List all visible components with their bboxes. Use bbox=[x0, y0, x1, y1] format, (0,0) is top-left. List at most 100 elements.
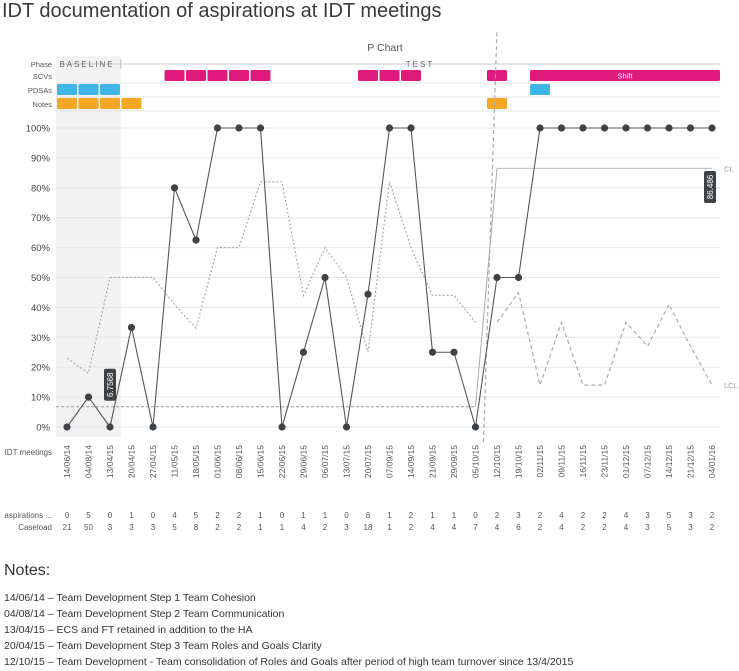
table-cell: 2 bbox=[581, 511, 586, 520]
x-tick-label: 07/09/15 bbox=[385, 445, 395, 478]
scv-marker bbox=[164, 70, 185, 81]
upper-control-limit bbox=[66, 181, 476, 375]
table-cell: 2 bbox=[710, 511, 715, 520]
table-cell: 21 bbox=[63, 523, 72, 532]
y-tick-label: 40% bbox=[31, 303, 51, 314]
table-cell: 4 bbox=[452, 523, 457, 532]
x-tick-label: 20/07/15 bbox=[363, 445, 373, 478]
table-cell: 1 bbox=[430, 511, 435, 520]
table-cell: 3 bbox=[151, 523, 156, 532]
cl-label: CL bbox=[724, 164, 734, 173]
x-tick-label: 08/06/15 bbox=[234, 445, 244, 478]
cl-value-baseline-box bbox=[104, 368, 116, 401]
chart-title: P Chart bbox=[367, 42, 402, 54]
data-point bbox=[278, 423, 286, 431]
table-cell: 2 bbox=[495, 511, 500, 520]
data-point bbox=[127, 323, 136, 332]
table-cell: 1 bbox=[258, 523, 263, 532]
x-tick-label: 01/12/15 bbox=[621, 445, 631, 478]
data-point bbox=[428, 348, 437, 356]
data-point bbox=[407, 124, 415, 132]
table-cell: 50 bbox=[84, 523, 93, 532]
table-cell: 1 bbox=[258, 511, 263, 520]
data-point bbox=[450, 348, 458, 356]
scv-marker bbox=[487, 70, 507, 81]
x-tick-label: 04/08/14 bbox=[84, 445, 94, 478]
note-item: 12/10/15 – Team Development - Team conso… bbox=[4, 656, 574, 668]
x-tick-label: 04/01/16 bbox=[707, 445, 717, 478]
note-marker bbox=[121, 98, 142, 109]
table-cell: 3 bbox=[645, 523, 650, 532]
x-tick-label: 12/10/15 bbox=[492, 445, 502, 478]
table-cell: 4 bbox=[559, 511, 564, 520]
table-cell: 1 bbox=[280, 523, 285, 532]
table-cell: 18 bbox=[364, 523, 373, 532]
x-tick-label: 16/11/15 bbox=[578, 445, 588, 478]
table-cell: 6 bbox=[516, 523, 521, 532]
data-point bbox=[708, 124, 716, 132]
x-tick-label: 18/05/15 bbox=[191, 445, 201, 478]
table-cell: 4 bbox=[301, 523, 306, 532]
x-axis-label: IDT meetings bbox=[5, 448, 52, 457]
data-point bbox=[686, 124, 695, 132]
data-point bbox=[170, 184, 179, 192]
x-tick-label: 05/10/15 bbox=[471, 445, 481, 478]
data-point bbox=[84, 393, 93, 401]
table-cell: 3 bbox=[645, 511, 650, 520]
table-cell: 5 bbox=[667, 511, 672, 520]
x-tick-label: 14/12/15 bbox=[664, 445, 674, 478]
x-tick-label: 20/04/15 bbox=[127, 445, 137, 478]
table-cell: 3 bbox=[688, 511, 693, 520]
data-point bbox=[256, 124, 265, 132]
table-cell: 2 bbox=[215, 511, 220, 520]
data-point bbox=[579, 124, 587, 132]
table-cell: 3 bbox=[344, 523, 349, 532]
table-cell: 5 bbox=[667, 523, 672, 532]
data-point bbox=[600, 124, 609, 132]
note-marker bbox=[78, 98, 99, 109]
table-cell: 1 bbox=[387, 511, 392, 520]
shift-label: Shift bbox=[617, 72, 633, 81]
x-tick-label: 14/09/15 bbox=[406, 445, 416, 478]
x-tick-label: 29/06/15 bbox=[299, 445, 309, 478]
table-cell: 1 bbox=[387, 523, 392, 532]
x-tick-label: 29/09/15 bbox=[449, 445, 459, 478]
table-cell: 0 bbox=[65, 511, 70, 520]
scv-marker bbox=[358, 70, 378, 81]
y-tick-label: 20% bbox=[31, 363, 51, 374]
y-tick-label: 100% bbox=[26, 124, 51, 135]
table-cell: 3 bbox=[688, 523, 693, 532]
scv-marker bbox=[207, 70, 228, 81]
table-cell: 2 bbox=[409, 523, 414, 532]
note-marker bbox=[487, 98, 507, 109]
scv-marker bbox=[250, 70, 271, 81]
y-tick-label: 50% bbox=[31, 273, 51, 284]
data-point bbox=[493, 273, 501, 282]
data-point bbox=[106, 423, 114, 431]
data-point bbox=[192, 236, 200, 244]
x-tick-label: 13/07/15 bbox=[342, 445, 352, 478]
table-cell: 8 bbox=[366, 511, 371, 520]
pdsa-marker bbox=[78, 84, 99, 95]
x-tick-label: 06/07/15 bbox=[320, 445, 330, 478]
data-point bbox=[299, 348, 308, 356]
x-tick-label: 23/11/15 bbox=[600, 445, 610, 478]
y-tick-label: 30% bbox=[31, 333, 51, 344]
y-tick-label: 60% bbox=[31, 243, 51, 254]
data-point bbox=[643, 124, 652, 132]
table-cell: 4 bbox=[624, 511, 629, 520]
note-marker bbox=[100, 98, 120, 109]
table-cell: 4 bbox=[430, 523, 435, 532]
notes-list: 14/06/14 – Team Development Step 1 Team … bbox=[4, 590, 573, 670]
table-cell: 2 bbox=[538, 511, 543, 520]
note-item: 14/06/14 – Team Development Step 1 Team … bbox=[4, 592, 256, 604]
table-cell: 2 bbox=[581, 523, 586, 532]
table-cell: 5 bbox=[86, 511, 91, 520]
row-label: SCVs bbox=[33, 72, 52, 81]
scv-marker bbox=[229, 70, 249, 81]
data-point bbox=[364, 290, 372, 298]
notes-heading: Notes: bbox=[4, 562, 51, 579]
scv-marker bbox=[186, 70, 206, 81]
data-point bbox=[213, 124, 222, 132]
data-point bbox=[342, 423, 351, 431]
